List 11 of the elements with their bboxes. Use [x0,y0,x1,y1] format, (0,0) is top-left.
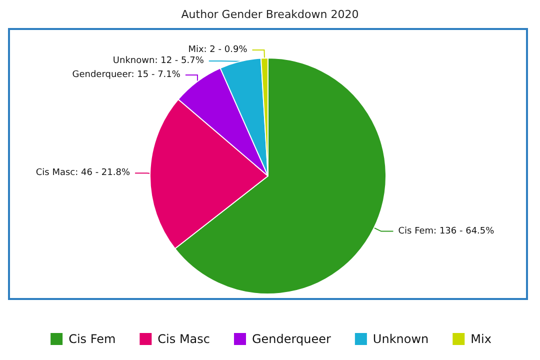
chart-title: Author Gender Breakdown 2020 [181,8,359,21]
legend-label: Cis Fem [68,332,116,346]
legend-label: Cis Masc [158,332,210,346]
data-label: Unknown: 12 - 5.7% [112,56,204,66]
data-label: Cis Fem: 136 - 64.5% [398,226,495,236]
legend-label: Mix [470,332,492,346]
legend-label: Genderqueer [252,332,331,346]
data-label: Mix: 2 - 0.9% [188,45,248,56]
data-label: Cis Masc: 46 - 21.8% [36,168,130,178]
data-label: Genderqueer: 15 - 7.1% [72,70,181,80]
legend-label: Unknown [372,332,429,346]
